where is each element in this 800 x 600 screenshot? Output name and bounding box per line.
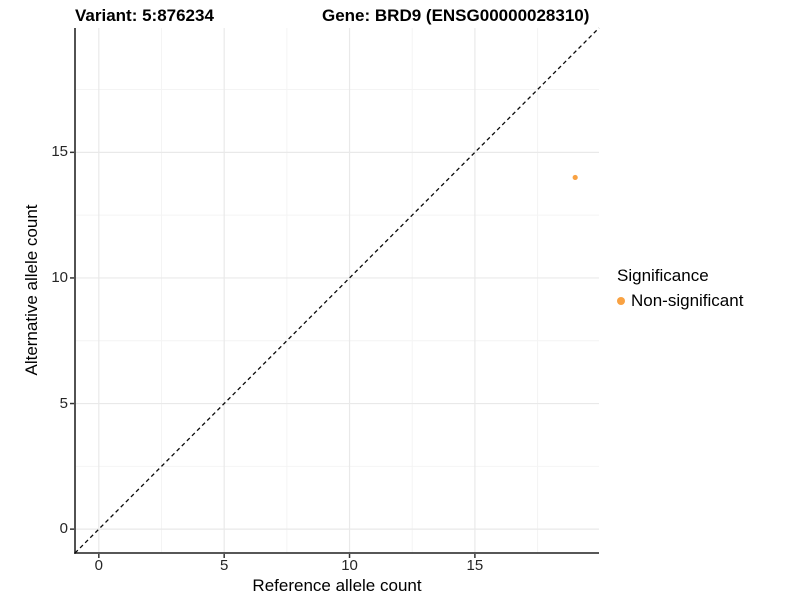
- legend-item-non-significant: Non-significant: [617, 291, 743, 311]
- x-tick-label: 15: [466, 557, 484, 574]
- legend-title: Significance: [617, 266, 709, 285]
- legend-item-label: Non-significant: [631, 291, 744, 310]
- y-tick-label: 10: [51, 268, 68, 286]
- y-axis-title: Alternative allele count: [22, 204, 41, 376]
- x-tick-label: 10: [341, 557, 358, 574]
- variant-title: Variant: 5:876234: [75, 6, 214, 25]
- legend: Significance Non-significant: [617, 266, 743, 311]
- x-axis-title: Reference allele count: [252, 576, 422, 595]
- x-tick-label: 5: [220, 557, 229, 574]
- y-tick-label: 0: [59, 520, 68, 538]
- legend-point-swatch-icon: [617, 297, 625, 305]
- y-tick-label: 15: [51, 143, 68, 161]
- data-point: [572, 174, 578, 181]
- gene-title: Gene: BRD9 (ENSG00000028310): [322, 6, 590, 25]
- x-tick-label: 0: [94, 557, 103, 574]
- y-tick-label: 5: [59, 394, 68, 412]
- identity-reference-line: [74, 27, 600, 554]
